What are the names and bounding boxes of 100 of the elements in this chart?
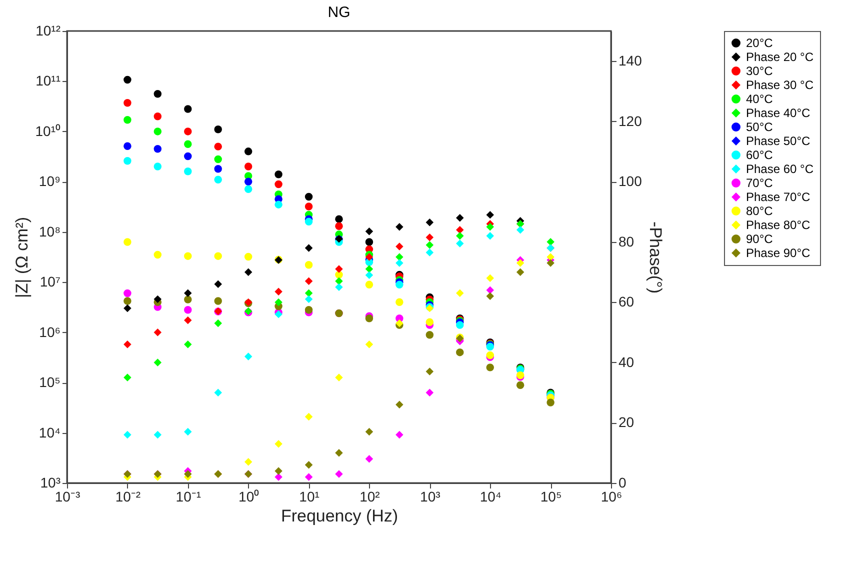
point xyxy=(244,162,252,170)
point xyxy=(184,296,192,304)
point xyxy=(335,222,343,230)
legend-label: 20°C xyxy=(746,36,774,50)
y-tick-label: 10⁵ xyxy=(39,374,60,390)
point xyxy=(486,364,494,372)
y2-tick-label: 140 xyxy=(618,52,642,69)
x-tick-label: 10³ xyxy=(420,488,441,504)
y-tick-label: 10⁷ xyxy=(40,274,60,290)
x-tick-label: 10⁻³ xyxy=(54,488,80,504)
point xyxy=(124,289,132,298)
y2-axis-title: -Phase(°) xyxy=(646,222,665,294)
point xyxy=(124,116,132,124)
legend-label: Phase 40°C xyxy=(746,106,811,120)
point xyxy=(154,128,162,136)
legend-label: 60°C xyxy=(746,148,774,162)
x-tick-label: 10⁻² xyxy=(115,488,141,504)
point xyxy=(304,202,313,210)
point xyxy=(154,162,162,170)
point xyxy=(154,112,162,120)
legend-label: Phase 20 °C xyxy=(746,50,814,64)
legend-label: Phase 90°C xyxy=(746,246,811,260)
point xyxy=(426,331,434,339)
point xyxy=(456,348,464,356)
point xyxy=(274,170,282,178)
point xyxy=(546,398,554,406)
point xyxy=(184,168,192,176)
y-tick-label: 10¹⁰ xyxy=(35,122,60,139)
point xyxy=(274,180,282,188)
point xyxy=(304,261,313,269)
point xyxy=(214,155,222,164)
x-tick-label: 10² xyxy=(360,488,380,504)
point xyxy=(304,306,313,314)
y2-tick-label: 60 xyxy=(618,294,634,310)
legend-label: 50°C xyxy=(746,120,774,134)
point xyxy=(214,164,222,173)
legend-label: 30°C xyxy=(746,64,774,78)
point xyxy=(396,298,404,306)
y2-tick-label: 40 xyxy=(618,354,634,370)
x-axis-title: Frequency (Hz) xyxy=(280,506,398,526)
point xyxy=(365,280,374,289)
point xyxy=(456,321,464,329)
point xyxy=(304,218,313,226)
legend-label: Phase 60 °C xyxy=(746,162,814,176)
point xyxy=(184,252,192,260)
x-tick-label: 10⁴ xyxy=(480,488,502,504)
legend-label: Phase 80°C xyxy=(746,218,811,232)
point xyxy=(214,176,222,184)
y-tick-label: 10⁸ xyxy=(39,223,61,240)
y-tick-label: 10⁴ xyxy=(38,424,60,440)
point xyxy=(154,90,162,98)
point xyxy=(184,105,192,113)
x-tick-label: 10⁵ xyxy=(540,488,562,504)
point xyxy=(274,200,282,208)
y-axis-title: |Z| (Ω cm²) xyxy=(12,216,32,298)
y2-tick-label: 0 xyxy=(618,474,626,490)
point xyxy=(124,99,132,107)
legend-label: 90°C xyxy=(746,232,774,246)
y-tick-label: 10¹¹ xyxy=(36,72,61,89)
legend-label: Phase 30 °C xyxy=(746,78,814,92)
y2-tick-label: 100 xyxy=(618,173,642,190)
point xyxy=(214,126,222,134)
point xyxy=(426,318,434,326)
y2-tick-label: 20 xyxy=(618,414,634,430)
x-tick-label: 10⁻¹ xyxy=(176,488,202,504)
point xyxy=(124,297,132,305)
point xyxy=(124,142,132,150)
y-tick-label: 10¹² xyxy=(36,22,61,38)
point xyxy=(184,140,192,148)
point xyxy=(154,144,162,153)
point xyxy=(214,252,222,260)
legend-label: Phase 50°C xyxy=(746,134,811,148)
point xyxy=(154,250,162,259)
legend-label: Phase 70°C xyxy=(746,190,811,204)
point xyxy=(244,148,252,156)
point xyxy=(184,128,192,136)
point xyxy=(124,238,132,246)
point xyxy=(365,238,374,246)
y-tick-label: 10⁹ xyxy=(38,173,60,190)
legend-label: 80°C xyxy=(746,204,774,218)
point xyxy=(244,185,252,193)
chart-title: NG xyxy=(328,4,350,21)
point xyxy=(244,178,252,186)
point xyxy=(396,280,404,289)
x-tick-label: 10⁶ xyxy=(600,488,622,504)
legend-label: 40°C xyxy=(746,92,774,106)
point xyxy=(335,215,343,223)
legend-label: 70°C xyxy=(746,176,774,190)
point xyxy=(214,142,222,150)
point xyxy=(304,192,313,201)
point xyxy=(244,252,252,261)
y-tick-label: 10³ xyxy=(40,474,61,490)
y2-tick-label: 80 xyxy=(618,233,634,250)
point xyxy=(184,152,192,160)
point xyxy=(214,297,222,305)
x-tick-label: 10¹ xyxy=(299,488,320,504)
point xyxy=(124,76,132,84)
point xyxy=(516,381,524,389)
y2-tick-label: 120 xyxy=(618,112,642,129)
x-tick-label: 10⁰ xyxy=(238,488,260,504)
